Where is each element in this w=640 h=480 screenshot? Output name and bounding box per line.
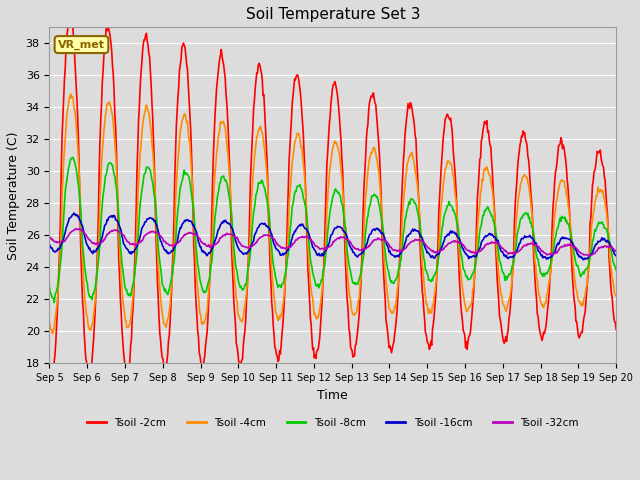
- X-axis label: Time: Time: [317, 389, 348, 402]
- Tsoil -8cm: [51, 300, 58, 305]
- Tsoil -32cm: [56, 239, 63, 245]
- Tsoil -2cm: [68, 13, 76, 19]
- Line: Tsoil -32cm: Tsoil -32cm: [49, 228, 616, 256]
- Tsoil -4cm: [49, 331, 56, 336]
- Tsoil -32cm: [202, 243, 210, 249]
- Tsoil -32cm: [403, 244, 410, 250]
- Tsoil -8cm: [420, 256, 428, 262]
- Tsoil -2cm: [612, 326, 620, 332]
- Tsoil -16cm: [45, 242, 53, 248]
- Title: Soil Temperature Set 3: Soil Temperature Set 3: [246, 7, 420, 22]
- Tsoil -16cm: [579, 257, 587, 263]
- Line: Tsoil -16cm: Tsoil -16cm: [49, 213, 616, 260]
- Tsoil -4cm: [612, 293, 620, 299]
- Tsoil -32cm: [115, 229, 123, 235]
- Tsoil -8cm: [173, 216, 181, 221]
- Tsoil -16cm: [56, 246, 63, 252]
- Y-axis label: Soil Temperature (C): Soil Temperature (C): [7, 131, 20, 260]
- Tsoil -8cm: [403, 207, 411, 213]
- Tsoil -4cm: [116, 247, 124, 253]
- Tsoil -16cm: [115, 221, 123, 227]
- Tsoil -16cm: [173, 240, 180, 246]
- Tsoil -32cm: [612, 249, 620, 254]
- Tsoil -8cm: [57, 260, 65, 265]
- Tsoil -8cm: [116, 228, 124, 234]
- Tsoil -8cm: [45, 285, 53, 290]
- Tsoil -2cm: [173, 108, 181, 113]
- Tsoil -2cm: [204, 329, 211, 335]
- Line: Tsoil -8cm: Tsoil -8cm: [49, 157, 616, 302]
- Tsoil -2cm: [116, 274, 124, 280]
- Tsoil -16cm: [419, 238, 427, 243]
- Tsoil -4cm: [420, 277, 428, 283]
- Tsoil -32cm: [45, 234, 53, 240]
- Tsoil -8cm: [69, 155, 77, 160]
- Tsoil -32cm: [173, 240, 180, 246]
- Text: VR_met: VR_met: [58, 39, 105, 50]
- Tsoil -4cm: [173, 169, 181, 175]
- Tsoil -2cm: [420, 308, 428, 313]
- Tsoil -2cm: [403, 110, 411, 116]
- Tsoil -32cm: [72, 226, 79, 231]
- Tsoil -8cm: [612, 267, 620, 273]
- Tsoil -16cm: [70, 210, 77, 216]
- Tsoil -8cm: [204, 285, 211, 290]
- Tsoil -16cm: [612, 253, 620, 259]
- Tsoil -4cm: [57, 240, 65, 246]
- Tsoil -16cm: [202, 252, 210, 258]
- Tsoil -4cm: [403, 160, 411, 166]
- Line: Tsoil -2cm: Tsoil -2cm: [49, 16, 616, 378]
- Tsoil -4cm: [204, 308, 211, 314]
- Tsoil -4cm: [45, 319, 53, 325]
- Tsoil -2cm: [45, 365, 53, 371]
- Tsoil -32cm: [419, 239, 427, 244]
- Tsoil -32cm: [586, 253, 593, 259]
- Tsoil -2cm: [85, 375, 93, 381]
- Tsoil -16cm: [403, 235, 410, 240]
- Line: Tsoil -4cm: Tsoil -4cm: [49, 94, 616, 334]
- Tsoil -2cm: [56, 243, 63, 249]
- Tsoil -4cm: [67, 91, 75, 97]
- Legend: Tsoil -2cm, Tsoil -4cm, Tsoil -8cm, Tsoil -16cm, Tsoil -32cm: Tsoil -2cm, Tsoil -4cm, Tsoil -8cm, Tsoi…: [83, 414, 582, 432]
